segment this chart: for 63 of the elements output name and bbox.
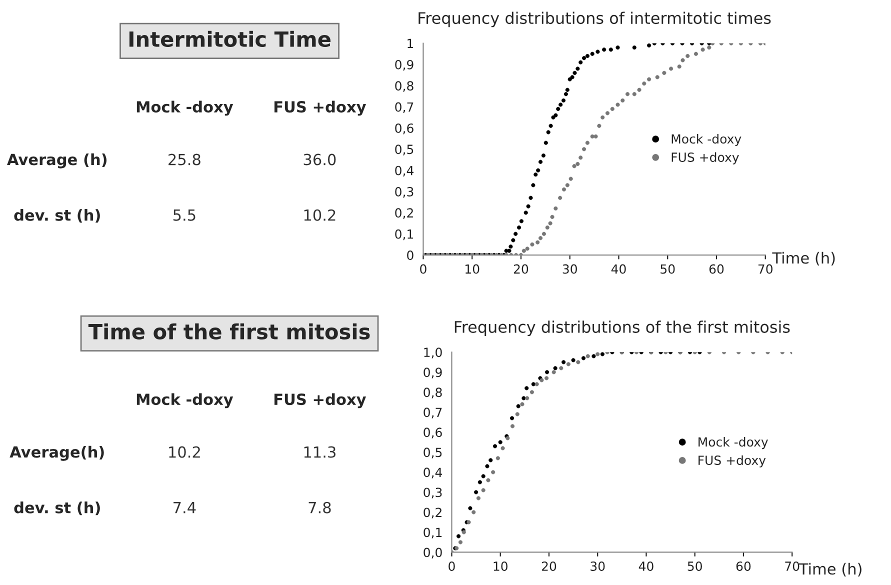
chart-title: Frequency distributions of intermitotic times <box>418 12 771 28</box>
y-tick-label: 0,5 <box>424 448 442 458</box>
y-tick-label: 0,2 <box>424 508 442 518</box>
x-tick-label: 20 <box>542 561 556 571</box>
x-tick-label: 70 <box>758 264 772 274</box>
category-label: Mock -doxy <box>136 100 234 116</box>
x-tick-label: 30 <box>590 561 605 571</box>
legend-label: Mock -doxy <box>672 134 742 146</box>
y-tick-label: 0,8 <box>395 81 414 92</box>
category-label: Mock -doxy <box>136 393 234 408</box>
chart-title: Frequency distributions of the first mitosis <box>454 320 790 336</box>
x-tick-label: 30 <box>562 264 577 274</box>
data-label: 7.4 <box>174 502 196 514</box>
x-tick-label: 60 <box>736 561 751 571</box>
y-tick-label: 0,7 <box>395 102 414 114</box>
x-axis-title: Time (h) <box>772 252 835 266</box>
x-tick-label: 70 <box>785 561 800 571</box>
y-tick-label: 0,1 <box>424 528 442 538</box>
x-tick-label: 50 <box>688 561 702 571</box>
text: dev. st (h) <box>14 502 100 516</box>
data-label: 7.8 <box>308 502 331 514</box>
x-tick-label: 10 <box>494 561 508 571</box>
y-tick-label: 0,9 <box>424 368 442 378</box>
data-label: 25.8 <box>168 154 200 166</box>
y-tick-label: 1 <box>408 38 414 48</box>
legend-label: FUS +doxy <box>698 455 766 468</box>
x-tick-label: 60 <box>709 264 724 274</box>
x-tick-label: 40 <box>611 264 626 274</box>
data-label: 5.5 <box>173 210 196 221</box>
text: dev. st (h) <box>14 209 100 223</box>
text: Average (h) <box>7 153 107 168</box>
y-tick-label: 0,9 <box>395 60 414 71</box>
y-tick-label: 0,4 <box>424 468 442 478</box>
x-tick-label: 20 <box>514 264 528 274</box>
category-label: FUS +doxy <box>274 393 366 408</box>
text: Average(h) <box>10 446 104 461</box>
y-tick-label: 0,3 <box>395 187 414 198</box>
y-tick-label: 0,5 <box>395 144 414 156</box>
category-label: FUS +doxy <box>274 100 366 116</box>
y-tick-label: 0,3 <box>424 488 442 498</box>
y-tick-label: 0,6 <box>424 428 442 438</box>
text: Intermitotic Time <box>129 30 330 47</box>
y-tick-label: 0,4 <box>395 166 414 177</box>
y-tick-label: 0,7 <box>424 408 442 418</box>
y-tick-label: 1,0 <box>424 348 442 358</box>
y-tick-label: 0,6 <box>395 123 414 134</box>
y-tick-label: 0 <box>407 250 414 260</box>
data-label: 10.2 <box>169 446 200 458</box>
data-label: 36.0 <box>304 154 336 166</box>
x-tick-label: 40 <box>638 561 654 571</box>
legend-label: FUS +doxy <box>672 152 739 164</box>
y-tick-label: 0,0 <box>424 548 442 558</box>
text: Time of the first mitosis <box>88 323 370 340</box>
x-tick-label: 10 <box>466 264 480 274</box>
y-tick-label: 0,2 <box>395 208 413 219</box>
x-tick-label: 50 <box>660 264 675 274</box>
y-tick-label: 0,8 <box>424 388 442 398</box>
y-tick-label: 0,1 <box>395 229 414 240</box>
legend-label: Mock -doxy <box>698 436 768 450</box>
x-axis-title: Time (h) <box>798 562 862 576</box>
data-label: 11.3 <box>304 446 336 458</box>
data-label: 10.2 <box>304 209 336 221</box>
x-tick-label: 0 <box>448 561 455 571</box>
